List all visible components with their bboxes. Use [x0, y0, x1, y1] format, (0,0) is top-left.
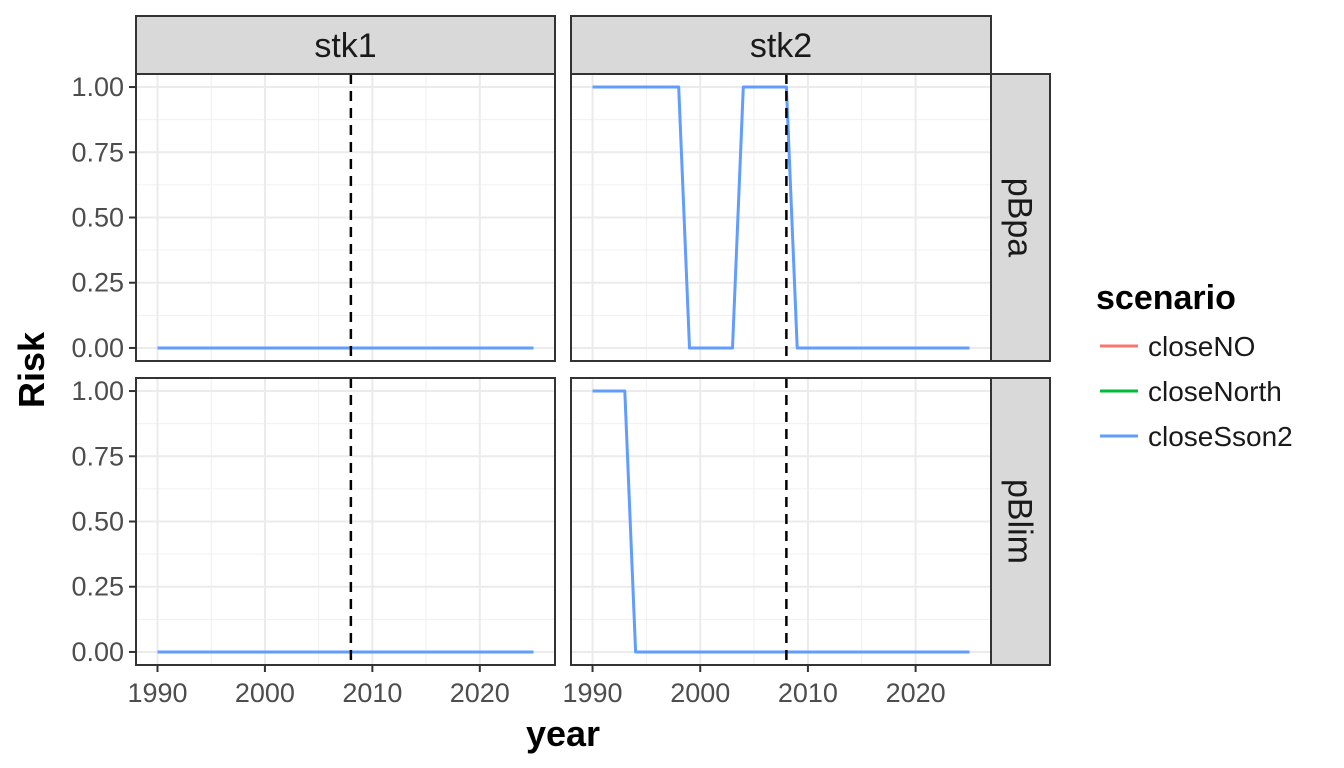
ticks-layer: 0.00 0.25 0.50 0.75 1.00 0.00 0.25 0.50 0.75 1.00…: [71, 72, 945, 708]
x-tick-label: 1990: [562, 678, 622, 708]
y-tick-label: 0.00: [71, 333, 124, 363]
y-tick-label: 1.00: [71, 376, 124, 406]
y-tick-label: 0.50: [71, 507, 124, 537]
series-line-closeSson2: [592, 85, 970, 350]
legend-item-closeNorth: closeNorth: [1100, 376, 1282, 407]
legend-label: closeNO: [1148, 331, 1255, 362]
row-strip-label: pBpa: [1001, 178, 1039, 257]
y-tick-label: 0.75: [71, 137, 124, 167]
panel-stk2-pBlim: [570, 377, 992, 666]
legend-items: closeNO closeNorth closeSson2: [1100, 331, 1293, 452]
x-axis-title: year: [526, 713, 600, 754]
x-tick-label: 2010: [342, 678, 402, 708]
panel-stk1-pBpa: [135, 73, 556, 362]
row-strip-pBpa: pBpa: [990, 73, 1051, 362]
legend-label: closeSson2: [1148, 421, 1293, 452]
legend-item-closeNO: closeNO: [1100, 331, 1255, 362]
legend-label: closeNorth: [1148, 376, 1282, 407]
panel-stk1-pBlim: [135, 377, 556, 666]
x-tick-label: 2020: [450, 678, 510, 708]
x-tick-label: 1990: [127, 678, 187, 708]
y-tick-label: 0.25: [71, 268, 124, 298]
column-strip-stk1: stk1: [135, 15, 556, 75]
row-strip-pBlim: pBlim: [990, 377, 1051, 666]
series-line-closeSson2: [592, 389, 970, 654]
y-tick-label: 0.25: [71, 572, 124, 602]
y-tick-label: 0.75: [71, 441, 124, 471]
legend-title: scenario: [1096, 279, 1236, 317]
y-tick-label: 1.00: [71, 72, 124, 102]
strip-background: [990, 73, 1051, 362]
column-strip-label: stk1: [314, 27, 376, 65]
x-tick-label: 2000: [235, 678, 295, 708]
y-tick-label: 0.50: [71, 203, 124, 233]
y-tick-label: 0.00: [71, 637, 124, 667]
strip-background: [990, 377, 1051, 666]
column-strip-stk2: stk2: [570, 15, 992, 75]
x-tick-label: 2010: [778, 678, 838, 708]
y-axis-title: Risk: [11, 331, 52, 408]
x-tick-label: 2020: [886, 678, 946, 708]
strip-background: [570, 15, 992, 75]
strip-background: [135, 15, 556, 75]
panel-stk2-pBpa: [570, 73, 992, 362]
x-tick-label: 2000: [670, 678, 730, 708]
column-strip-label: stk2: [750, 27, 812, 65]
row-strip-label: pBlim: [1001, 479, 1039, 564]
legend: scenario closeNO closeNorth closeSson2: [1096, 279, 1293, 452]
strips-layer: stk1 stk2 pBpa pBlim: [135, 15, 1051, 666]
legend-item-closeSson2: closeSson2: [1100, 421, 1293, 452]
panels-layer: [135, 73, 992, 666]
